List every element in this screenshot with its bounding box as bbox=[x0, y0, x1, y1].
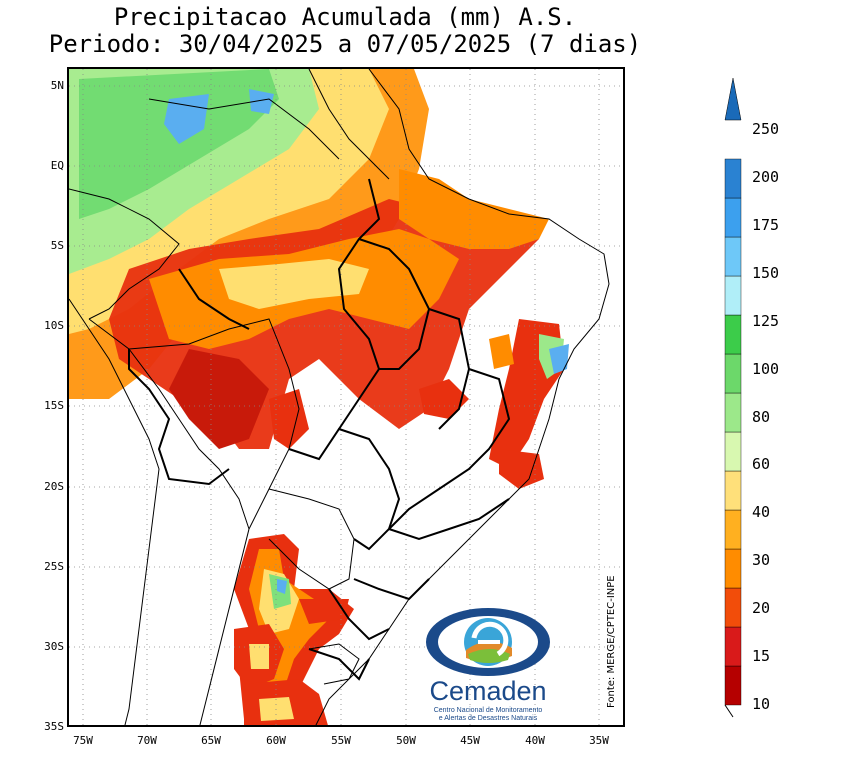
map-canvas bbox=[69, 69, 623, 725]
lon-label-70w: 70W bbox=[137, 734, 157, 747]
map-title: Precipitacao Acumulada (mm) A.S. bbox=[113, 3, 577, 31]
coastline-west bbox=[69, 298, 160, 725]
lon-label-55w: 55W bbox=[331, 734, 351, 747]
lat-label-10s: 10S bbox=[44, 319, 64, 332]
state-border-5 bbox=[288, 427, 401, 551]
colorbar-arrow-top bbox=[724, 77, 742, 121]
colorbar-swatch bbox=[724, 236, 742, 277]
rain-area-east-patches bbox=[419, 379, 469, 419]
cemaden-logo-subtitle-1: Centro Nacional de Monitoramento bbox=[433, 707, 543, 714]
border-paraguay bbox=[268, 488, 355, 590]
lat-lon-grid bbox=[69, 69, 623, 725]
colorbar-tick-label: 15 bbox=[752, 647, 771, 666]
rain-area-amazon-yellow bbox=[219, 259, 369, 309]
colorbar-tick-label: 150 bbox=[752, 263, 780, 282]
cemaden-eye-icon bbox=[426, 608, 550, 676]
cemaden-logo-name: Cemaden bbox=[429, 676, 547, 706]
colorbar-swatch bbox=[724, 470, 742, 511]
lon-label-65w: 65W bbox=[201, 734, 221, 747]
colorbar-tick-label: 20 bbox=[752, 599, 771, 618]
state-border-11 bbox=[178, 268, 250, 330]
colorbar-swatch bbox=[724, 626, 742, 667]
colorbar-swatch bbox=[724, 197, 742, 238]
colorbar-tick-label: 100 bbox=[752, 359, 780, 378]
border-peru-bolivia bbox=[88, 318, 250, 530]
colorbar-tick-label: 30 bbox=[752, 551, 771, 570]
colorbar-tick-label: 175 bbox=[752, 215, 780, 234]
country-borders bbox=[69, 69, 610, 725]
rain-area-south-small bbox=[299, 599, 349, 624]
colorbar-tick-label: 80 bbox=[752, 407, 771, 426]
border-venezuela bbox=[148, 98, 340, 160]
lat-label-30s: 30S bbox=[44, 640, 64, 653]
rain-area-north-blue2 bbox=[249, 89, 274, 114]
colorbar-swatch bbox=[724, 275, 742, 316]
state-borders bbox=[128, 178, 511, 681]
colorbar-swatch bbox=[724, 158, 742, 199]
rain-area-coast-blue bbox=[549, 344, 569, 374]
border-colombia bbox=[69, 188, 180, 320]
rain-area-south-yellow3 bbox=[259, 697, 294, 721]
colorbar-tick-label: 125 bbox=[752, 311, 780, 330]
lon-label-45w: 45W bbox=[460, 734, 480, 747]
colorbar-swatch bbox=[724, 548, 742, 589]
colorbar-swatch bbox=[724, 665, 742, 706]
rain-area-south-yellow2 bbox=[249, 644, 269, 669]
state-border-4 bbox=[388, 368, 511, 530]
lat-label-15s: 15S bbox=[44, 399, 64, 412]
precipitation-field bbox=[69, 69, 569, 725]
colorbar-tick-label: 10 bbox=[752, 695, 771, 713]
state-border-6 bbox=[388, 498, 510, 541]
border-guianas bbox=[308, 69, 390, 180]
data-source-credit: Fonte: MERGE/CPTEC-INPE bbox=[606, 575, 617, 708]
precipitation-colorbar bbox=[724, 77, 742, 718]
rain-area-south-blue bbox=[277, 579, 287, 594]
colorbar-swatch bbox=[724, 509, 742, 550]
lat-label-20s: 20S bbox=[44, 480, 64, 493]
lon-label-40w: 40W bbox=[525, 734, 545, 747]
map-subtitle-period: Periodo: 30/04/2025 a 07/05/2025 (7 dias… bbox=[48, 30, 642, 58]
lat-label-25s: 25S bbox=[44, 560, 64, 573]
colorbar-tick-label: 60 bbox=[752, 455, 771, 474]
lon-label-35w: 35W bbox=[589, 734, 609, 747]
colorbar-swatch bbox=[724, 587, 742, 628]
border-uruguay bbox=[308, 643, 360, 685]
colorbar-swatch bbox=[724, 353, 742, 394]
rain-area-east-patches2 bbox=[489, 334, 514, 369]
state-border-8 bbox=[328, 588, 390, 641]
colorbar-swatch bbox=[724, 392, 742, 433]
state-border-7 bbox=[353, 578, 430, 601]
colorbar-swatch bbox=[724, 314, 742, 355]
rain-area-northeast-orange bbox=[399, 169, 549, 249]
rain-area-central-red bbox=[169, 349, 269, 449]
lon-label-75w: 75W bbox=[73, 734, 93, 747]
lon-label-60w: 60W bbox=[266, 734, 286, 747]
rain-area-north-blue bbox=[164, 94, 209, 144]
cemaden-logo: Cemaden Centro Nacional de Monitoramento… bbox=[408, 604, 568, 724]
state-border-1 bbox=[337, 178, 381, 430]
colorbar-tick-label: 40 bbox=[752, 503, 771, 522]
colorbar-tick-label: 200 bbox=[752, 167, 780, 186]
state-border-9 bbox=[308, 648, 370, 681]
lat-label-5n: 5N bbox=[50, 79, 64, 92]
colorbar-tick-label: 250 bbox=[752, 120, 780, 138]
precipitation-map bbox=[67, 67, 625, 727]
lat-label-5s: 5S bbox=[50, 239, 64, 252]
lat-label-35s: 35S bbox=[44, 720, 64, 733]
state-border-10 bbox=[128, 349, 230, 486]
rain-area-southeast-coast bbox=[499, 449, 544, 489]
lat-label-eq: EQ bbox=[50, 159, 64, 172]
coastline-east bbox=[315, 69, 610, 725]
colorbar-tail bbox=[724, 704, 734, 718]
rain-area-central-red2 bbox=[269, 389, 309, 449]
colorbar-swatch bbox=[724, 431, 742, 472]
cemaden-logo-subtitle-2: e Alertas de Desastres Naturais bbox=[438, 715, 538, 722]
lon-label-50w: 50W bbox=[396, 734, 416, 747]
border-argentina bbox=[199, 528, 250, 725]
border-brazil-bolivia bbox=[128, 318, 300, 530]
